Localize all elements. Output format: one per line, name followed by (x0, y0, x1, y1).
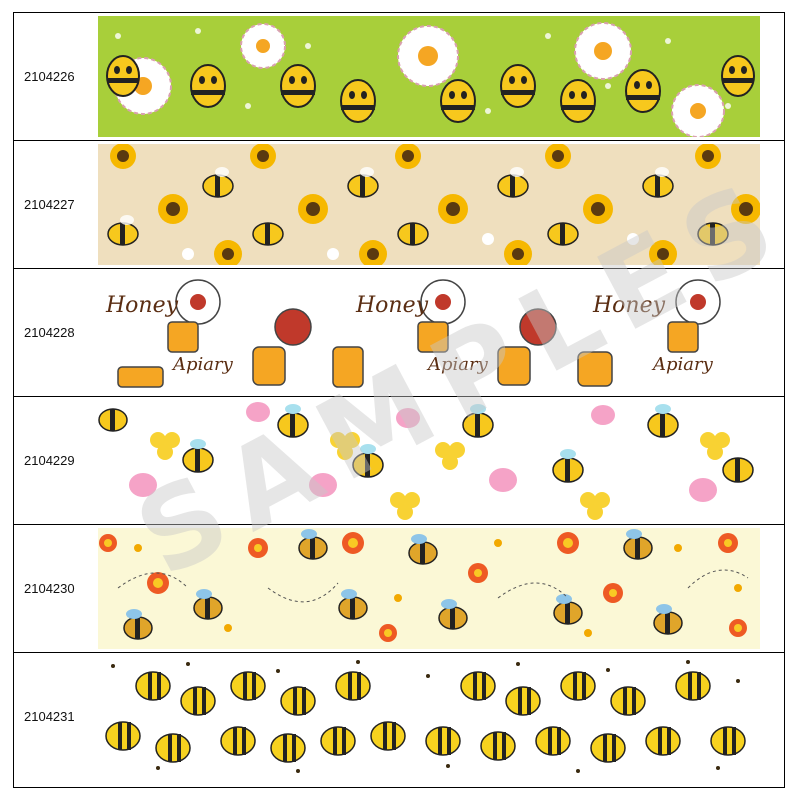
product-code: 2104228 (24, 325, 75, 340)
honey-lettering: Honey (355, 293, 429, 318)
daisy-bee-pattern (98, 16, 760, 137)
ribbon-swatch-round-bees (98, 656, 760, 777)
product-row-2104226: 2104226 (14, 13, 784, 141)
apiary-lettering: Apiary (651, 354, 714, 375)
honey-apiary-pattern: Honey Apiary Honey Apiary Honey Apiary (98, 272, 760, 393)
product-row-2104228: 2104228 (14, 269, 784, 397)
honey-lettering: Honey (592, 293, 666, 318)
honey-lettering: Honey (105, 293, 179, 318)
ribbon-swatch-daisy-bees (98, 16, 760, 137)
sunflower-bee-pattern (98, 144, 760, 265)
product-code: 2104230 (24, 581, 75, 596)
product-code: 2104227 (24, 197, 75, 212)
tulip-bee-pattern (98, 400, 760, 521)
product-code: 2104231 (24, 709, 75, 724)
product-code: 2104229 (24, 453, 75, 468)
product-row-2104231: 2104231 (14, 653, 784, 780)
product-row-2104227: 2104227 (14, 141, 784, 269)
ribbon-swatch-tulip-bees (98, 400, 760, 521)
ribbon-catalog-sheet: 2104226 (13, 12, 785, 788)
round-bee-pattern (98, 656, 760, 777)
apiary-lettering: Apiary (171, 354, 234, 375)
product-row-2104230: 2104230 (14, 525, 784, 653)
product-row-2104229: 2104229 (14, 397, 784, 525)
product-code: 2104226 (24, 69, 75, 84)
apiary-lettering: Apiary (426, 354, 489, 375)
ribbon-swatch-honey-apiary: Honey Apiary Honey Apiary Honey Apiary (98, 272, 760, 393)
orange-flower-bee-pattern (98, 528, 760, 649)
ribbon-swatch-sunflower-bees (98, 144, 760, 265)
ribbon-swatch-orange-flower-bees (98, 528, 760, 649)
